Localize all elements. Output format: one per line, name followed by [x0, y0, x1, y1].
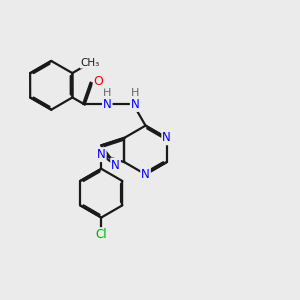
Text: N: N [131, 98, 140, 111]
Text: O: O [94, 75, 103, 88]
Text: N: N [111, 159, 120, 172]
Text: N: N [141, 168, 150, 181]
Text: N: N [103, 98, 112, 111]
Text: Cl: Cl [95, 228, 107, 241]
Text: H: H [103, 88, 111, 98]
Text: N: N [162, 131, 171, 144]
Text: N: N [97, 148, 106, 161]
Text: CH₃: CH₃ [81, 58, 100, 68]
Text: H: H [131, 88, 140, 98]
